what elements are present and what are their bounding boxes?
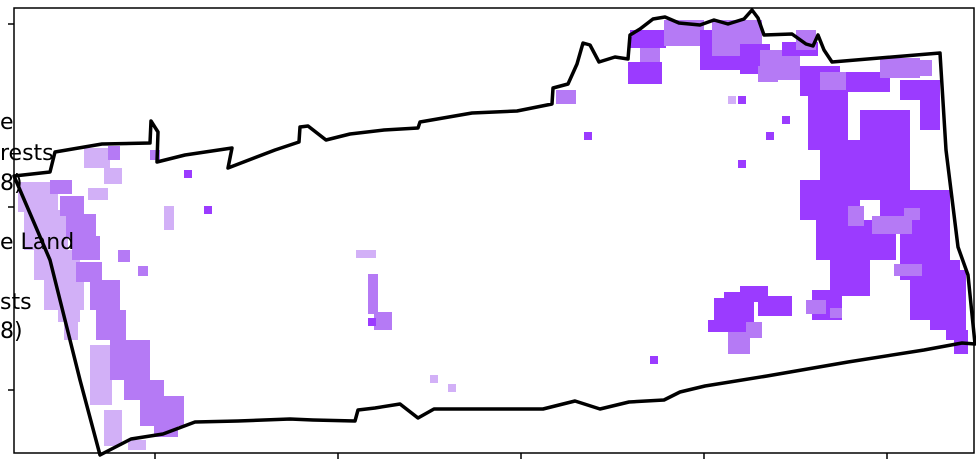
raster-cell-39 xyxy=(766,132,774,140)
raster-cell-14 xyxy=(60,196,84,216)
raster-cell-17 xyxy=(76,262,102,282)
raster-cell-15 xyxy=(66,214,96,238)
raster-cell-7 xyxy=(104,168,122,184)
raster-cell-80 xyxy=(806,300,826,314)
raster-cell-6 xyxy=(84,148,110,168)
raster-cell-33 xyxy=(368,318,376,326)
study-area-boundary xyxy=(12,8,976,457)
legend-fragment-6: 8) xyxy=(0,319,23,344)
raster-cell-40 xyxy=(782,116,790,124)
raster-cell-29 xyxy=(204,206,212,214)
raster-cell-75 xyxy=(872,216,912,234)
raster-cell-24 xyxy=(108,146,120,160)
raster-cell-76 xyxy=(894,264,922,276)
raster-cell-9 xyxy=(164,206,174,230)
raster-cell-77 xyxy=(904,208,920,220)
raster-cell-53 xyxy=(820,72,850,92)
raster-cell-13 xyxy=(50,180,72,194)
raster-cell-26 xyxy=(118,250,130,262)
raster-cell-57 xyxy=(912,60,932,76)
raster-cell-28 xyxy=(184,170,192,178)
raster-cell-21 xyxy=(124,380,164,400)
raster-cell-8 xyxy=(88,188,108,200)
raster-cell-36 xyxy=(584,132,592,140)
raster-cell-19 xyxy=(96,310,126,340)
raster-cell-42 xyxy=(630,30,666,48)
raster-cell-10 xyxy=(90,345,112,405)
raster-cell-20 xyxy=(110,340,150,380)
raster-cell-88 xyxy=(746,322,762,338)
raster-cell-11 xyxy=(104,410,122,446)
raster-cell-86 xyxy=(708,320,748,332)
x-axis-ticks xyxy=(154,453,888,459)
raster-cell-27 xyxy=(138,266,148,276)
raster-cell-30 xyxy=(356,250,376,258)
raster-cell-41 xyxy=(556,90,576,104)
raster-cell-74 xyxy=(848,206,864,226)
raster-cell-16 xyxy=(72,236,100,260)
raster-cell-34 xyxy=(430,375,438,383)
raster-cell-65 xyxy=(830,256,870,296)
raster-cell-54 xyxy=(846,72,890,92)
legend-fragment-3: 8) xyxy=(0,171,23,196)
legend-fragment-2: rests xyxy=(0,141,54,166)
raster-cell-31 xyxy=(368,274,378,314)
raster-cell-58 xyxy=(728,96,736,104)
raster-cell-85 xyxy=(758,296,792,316)
raster-cell-18 xyxy=(90,280,120,310)
raster-cell-43 xyxy=(640,48,660,66)
raster-cell-22 xyxy=(140,396,184,426)
raster-cell-32 xyxy=(374,312,392,330)
raster-cell-59 xyxy=(738,96,746,104)
land-cover-raster xyxy=(18,20,968,450)
raster-cell-73 xyxy=(920,90,940,130)
raster-cell-78 xyxy=(946,270,966,340)
legend-fragment-4: e Land xyxy=(0,230,75,255)
raster-cell-44 xyxy=(628,62,662,84)
raster-cell-68 xyxy=(870,140,910,190)
raster-cell-37 xyxy=(650,356,658,364)
y-axis-ticks xyxy=(8,23,14,391)
raster-cell-55 xyxy=(880,58,920,78)
legend-fragment-1: e xyxy=(0,110,14,135)
raster-cell-25 xyxy=(150,150,160,160)
raster-cell-60 xyxy=(758,66,778,82)
legend-fragment-5: sts xyxy=(0,290,32,315)
raster-cell-38 xyxy=(738,160,746,168)
raster-cell-81 xyxy=(830,308,842,318)
raster-cell-87 xyxy=(728,332,750,354)
raster-cell-35 xyxy=(448,384,456,392)
raster-cell-12 xyxy=(128,440,146,450)
